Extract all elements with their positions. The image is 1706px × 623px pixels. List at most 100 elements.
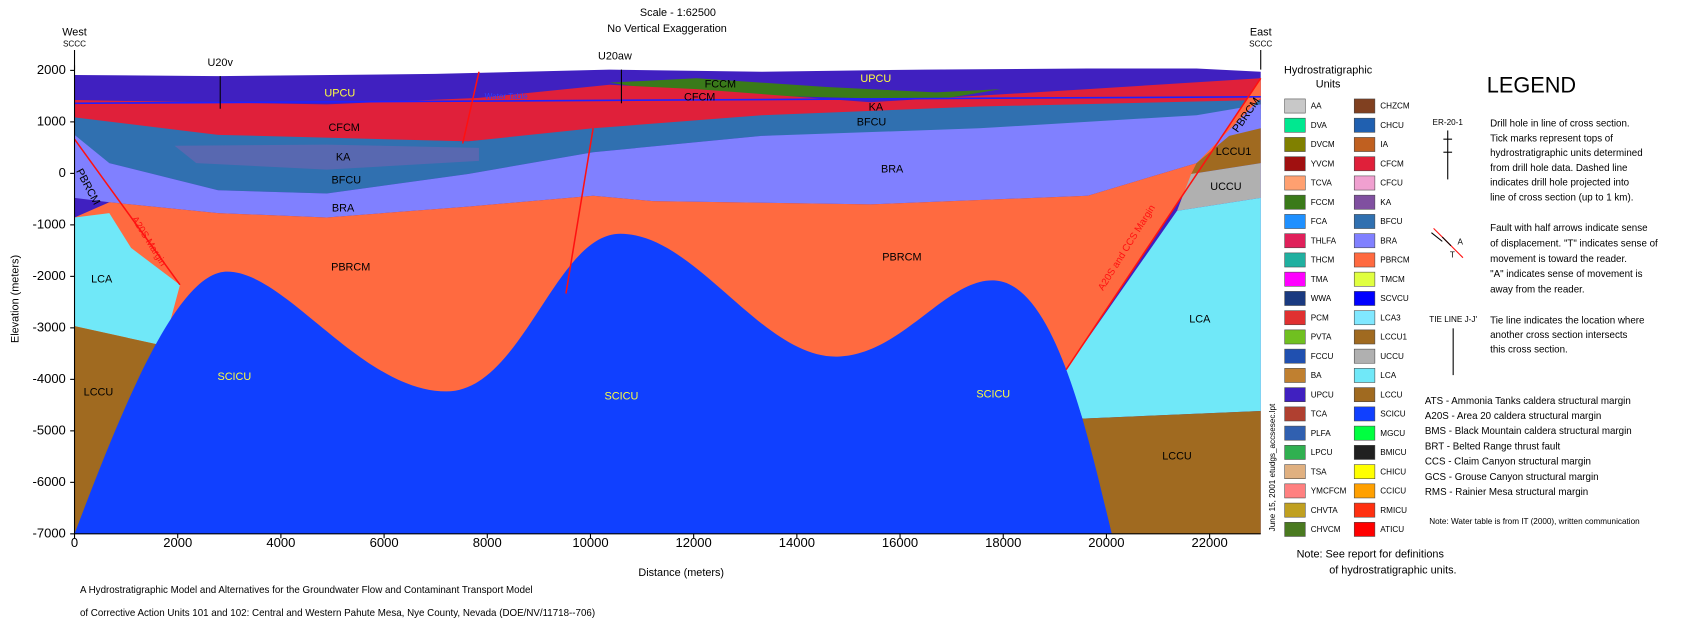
unit-code: CHICU <box>1380 467 1406 476</box>
legend-line: Tie line indicates the location where <box>1490 315 1644 326</box>
unit-code: PBRCM <box>1380 256 1410 265</box>
x-tick-label: 10000 <box>572 535 608 550</box>
drill-symbol <box>1443 130 1452 179</box>
unit-code: SCVCU <box>1380 294 1409 303</box>
legend-line: of displacement. "T" indicates sense of <box>1490 238 1658 249</box>
unit-swatch <box>1285 311 1306 325</box>
unit-swatch <box>1354 330 1375 344</box>
unit-label: PBRCM <box>882 252 921 264</box>
unit-code: TCA <box>1311 410 1328 419</box>
unit-label: UPCU <box>324 87 355 99</box>
unit-code: CHCU <box>1380 121 1404 130</box>
unit-code: PLFA <box>1311 429 1331 438</box>
unit-code: BA <box>1311 371 1322 380</box>
legend-line: RMS - Rainier Mesa structural margin <box>1425 487 1588 498</box>
unit-label: LCCU1 <box>1216 146 1252 158</box>
unit-swatch <box>1354 484 1375 498</box>
unit-label: SCICU <box>605 391 639 403</box>
unit-label: BRA <box>881 163 904 175</box>
unit-swatch <box>1354 137 1375 151</box>
x-tick-label: 20000 <box>1088 535 1124 550</box>
unit-code: LPCU <box>1311 448 1333 457</box>
unit-label: UPCU <box>860 73 891 85</box>
unit-code: LCA <box>1380 371 1396 380</box>
legend-line: this cross section. <box>1490 345 1568 356</box>
unit-swatch <box>1285 484 1306 498</box>
y-tick-label: 2000 <box>37 62 66 77</box>
unit-swatch <box>1354 407 1375 421</box>
drill-hole-label: U20v <box>208 57 234 69</box>
unit-code: BRA <box>1380 236 1397 245</box>
unit-code: THCM <box>1311 256 1335 265</box>
unit-code: LCCU1 <box>1380 333 1407 342</box>
x-tick-label: 12000 <box>676 535 712 550</box>
unit-swatch <box>1285 349 1306 363</box>
stamp: June 15, 2001 etudgs_accsesec.lpt <box>1268 403 1277 531</box>
unit-label: BFCU <box>332 174 362 186</box>
unit-label: LCA <box>91 273 113 285</box>
unit-code: CHVCM <box>1311 525 1341 534</box>
legend-line: line of cross section (up to 1 km). <box>1490 192 1633 203</box>
unit-code: BMICU <box>1380 448 1406 457</box>
x-tick-label: 4000 <box>266 535 295 550</box>
unit-swatch <box>1354 214 1375 228</box>
legend-text: Drill hole in line of cross section.Tick… <box>1425 119 1658 499</box>
unit-swatch <box>1354 465 1375 479</box>
x-tick-label: 22000 <box>1191 535 1227 550</box>
unit-code: TCVA <box>1311 179 1333 188</box>
unit-code: IA <box>1380 140 1388 149</box>
fault-t: T <box>1450 251 1455 260</box>
unit-swatch <box>1285 99 1306 113</box>
legend-line: BRT - Belted Range thrust fault <box>1425 441 1561 452</box>
legend-line: ATS - Ammonia Tanks caldera structural m… <box>1425 396 1631 407</box>
unit-label: CFCM <box>684 92 715 104</box>
unit-swatch <box>1354 311 1375 325</box>
unit-code: CFCM <box>1380 159 1404 168</box>
unit-code: FCCU <box>1311 352 1334 361</box>
unit-swatch <box>1285 503 1306 517</box>
unit-code: TMCM <box>1380 275 1405 284</box>
unit-code: CHZCM <box>1380 102 1410 111</box>
unit-code: FCA <box>1311 217 1328 226</box>
unit-code: CFCU <box>1380 179 1403 188</box>
units-legend: AADVADVCMYVCMTCVAFCCMFCATHLFATHCMTMAWWAP… <box>1285 99 1410 537</box>
legend-line: indicates drill hole projected into <box>1490 178 1630 189</box>
report-note: Note: See report for definitions <box>1297 548 1445 560</box>
y-tick-label: 1000 <box>37 113 66 128</box>
unit-code: TSA <box>1311 467 1327 476</box>
legend-line: A20S - Area 20 caldera structural margin <box>1425 411 1601 422</box>
unit-label: KA <box>336 152 351 164</box>
unit-label: FCCM <box>705 79 736 91</box>
x-tick-label: 2000 <box>163 535 192 550</box>
unit-swatch <box>1354 291 1375 305</box>
unit-swatch <box>1354 522 1375 536</box>
unit-code: PCM <box>1311 313 1329 322</box>
unit-code: TMA <box>1311 275 1329 284</box>
y-tick-label: -3000 <box>32 319 65 334</box>
caption: of Corrective Action Units 101 and 102: … <box>80 608 595 619</box>
y-axis-label: Elevation (meters) <box>10 255 22 343</box>
legend-line: movement is toward the reader. <box>1490 254 1627 265</box>
unit-swatch <box>1354 99 1375 113</box>
legend-title: LEGEND <box>1487 73 1576 98</box>
y-tick-label: -7000 <box>32 525 65 540</box>
unit-swatch <box>1285 272 1306 286</box>
page: 0200040006000800010000120001400016000180… <box>0 0 1706 623</box>
unit-swatch <box>1354 157 1375 171</box>
unit-code: BFCU <box>1380 217 1402 226</box>
report-note: of hydrostratigraphic units. <box>1329 565 1456 577</box>
fault-a: A <box>1458 238 1464 247</box>
legend-line: hydrostratigraphic units determined <box>1490 148 1643 159</box>
unit-code: ATICU <box>1380 525 1404 534</box>
water-table-label: Water Table <box>485 92 528 101</box>
unit-code: CHVTA <box>1311 506 1339 515</box>
unit-swatch <box>1285 291 1306 305</box>
unit-swatch <box>1354 272 1375 286</box>
unit-swatch <box>1285 195 1306 209</box>
y-tick-label: -5000 <box>32 422 65 437</box>
tie-label: TIE LINE J-J' <box>1429 315 1477 324</box>
unit-swatch <box>1354 426 1375 440</box>
unit-code: RMICU <box>1380 506 1407 515</box>
legend-line: Drill hole in line of cross section. <box>1490 119 1630 130</box>
x-tick-label: 0 <box>71 535 78 550</box>
